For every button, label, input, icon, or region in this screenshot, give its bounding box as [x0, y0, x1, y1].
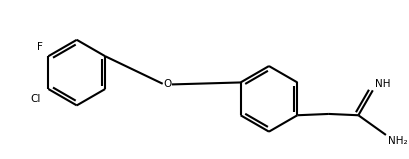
Text: F: F: [37, 42, 43, 52]
Text: NH₂: NH₂: [387, 136, 407, 146]
Text: NH: NH: [374, 79, 389, 89]
Text: O: O: [163, 79, 171, 89]
Text: Cl: Cl: [30, 94, 40, 104]
